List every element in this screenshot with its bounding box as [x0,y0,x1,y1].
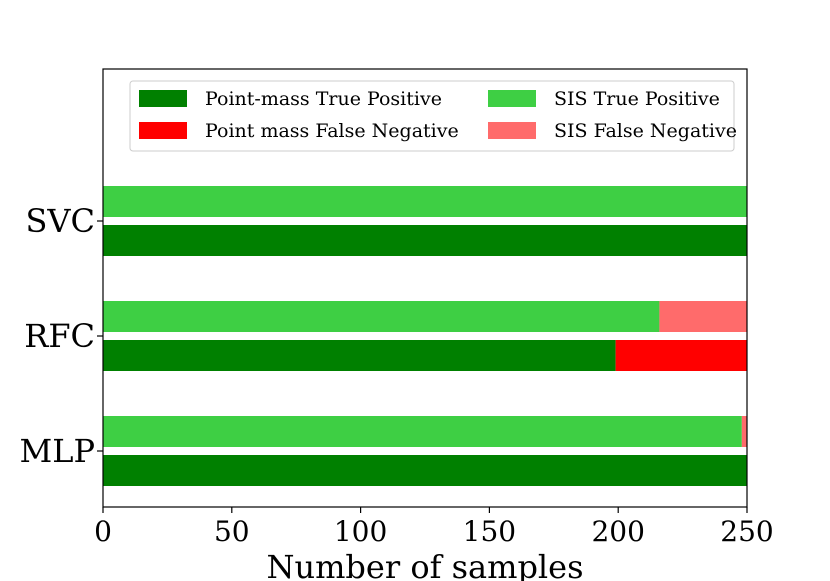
bar-rfc-sis-true-positive [103,301,660,332]
x-axis-title: Number of samples [266,548,583,581]
bar-mlp-sis-true-positive [103,416,742,447]
legend-box [129,80,735,152]
axis-ticks: 0 50 100 150 200 250 SVC RFC MLP [19,202,773,548]
x-tick-label: 50 [214,515,250,548]
bars-layer [103,186,747,486]
bar-svc-point-mass-true-positive [103,225,747,256]
legend-label: SIS True Positive [554,88,720,110]
legend-label: Point-mass True Positive [205,88,442,110]
legend: Point-mass True Positive Point mass False… [129,80,737,152]
legend-swatch [488,122,536,139]
legend-swatch [139,122,187,139]
bar-mlp-point-mass-true-positive [103,455,747,486]
bar-mlp-sis-false-negative [741,416,747,447]
y-category-label: RFC [24,317,95,355]
x-tick-label: 150 [463,515,516,548]
y-category-label: SVC [25,202,95,240]
legend-swatch [488,90,536,107]
legend-label: Point mass False Negative [205,120,459,142]
bar-rfc-sis-false-negative [659,301,747,332]
legend-swatch [139,90,187,107]
x-tick-label: 100 [334,515,387,548]
bar-rfc-point-mass-false-negative [615,340,747,371]
bar-svc-sis-true-positive [103,186,747,217]
x-tick-label: 200 [591,515,644,548]
legend-label: SIS False Negative [554,120,737,142]
x-tick-label: 250 [720,515,773,548]
y-category-label: MLP [19,432,95,470]
x-tick-label: 0 [94,515,112,548]
bar-rfc-point-mass-true-positive [103,340,616,371]
plot-frame [102,68,748,508]
